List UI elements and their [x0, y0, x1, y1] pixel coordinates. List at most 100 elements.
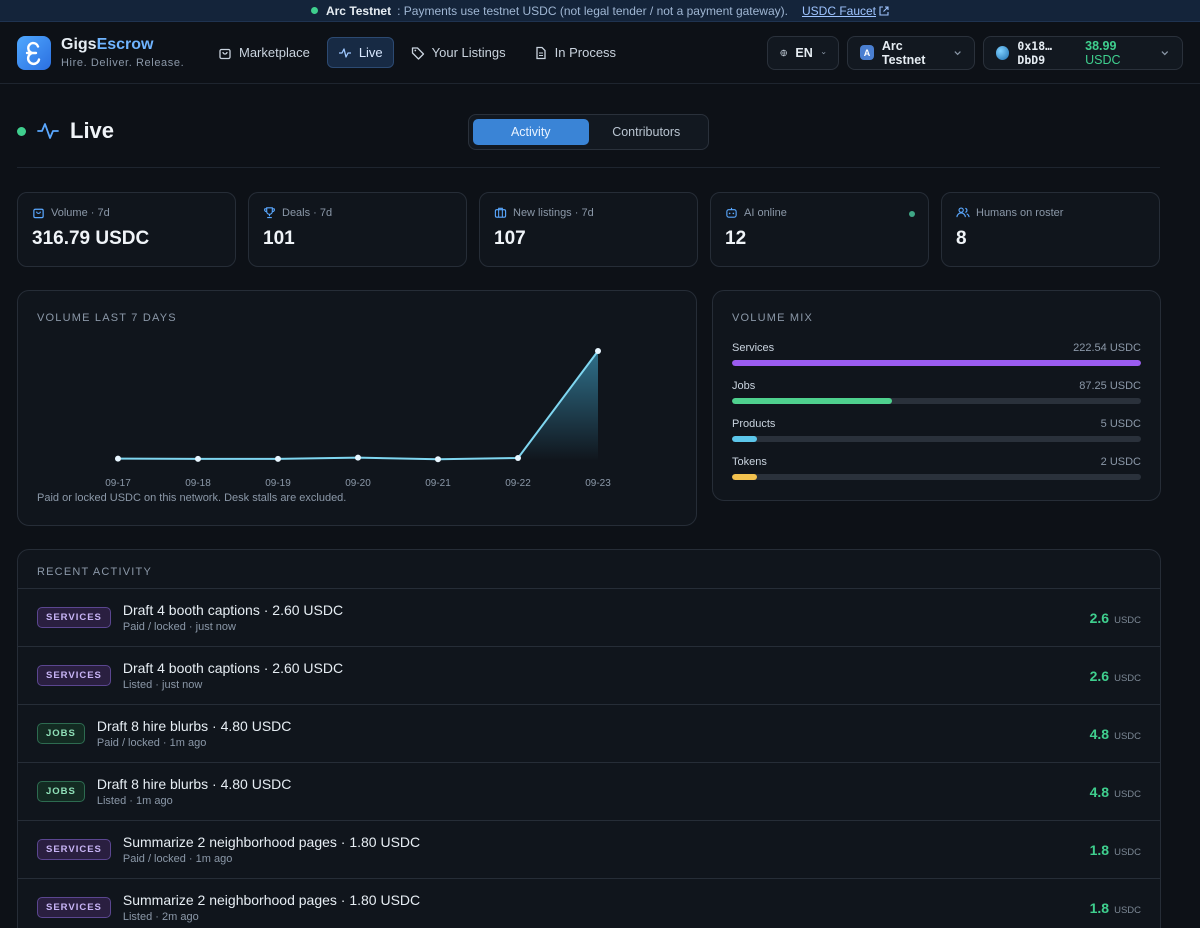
chevron-down-icon [821, 51, 826, 54]
data-point[interactable] [195, 455, 201, 462]
tab-contributors[interactable]: Contributors [612, 125, 681, 139]
mix-fill [732, 474, 757, 480]
mix-fill [732, 436, 757, 442]
status-dot [310, 7, 318, 14]
briefcase-icon [494, 207, 507, 218]
chevron-down-icon [1161, 50, 1169, 55]
data-point[interactable] [115, 455, 121, 462]
activity-row[interactable]: JOBS Draft 8 hire blurbs · 4.80 USDC Liste… [18, 763, 1160, 821]
mix-amount: 87.25 USDC [1079, 380, 1141, 392]
header-controls: EN A Arc Testnet 0x18…DbD9 38.99 USDC [767, 35, 1183, 70]
activity-row[interactable]: SERVICES Draft 4 booth captions · 2.60 US… [18, 647, 1160, 705]
stat-label: New listings · 7d [513, 206, 594, 219]
data-point[interactable] [515, 454, 521, 461]
pulse-icon [37, 123, 59, 139]
amount-value: 1.8 [1089, 899, 1110, 916]
usdc-faucet-link[interactable]: USDC Faucet [802, 4, 889, 18]
stat-value: 107 [494, 228, 526, 249]
page-header: Live Activity Contributors [17, 110, 1160, 168]
stat-value: 12 [725, 228, 747, 249]
amount-unit: USDC [1114, 614, 1141, 626]
data-point[interactable] [435, 456, 441, 463]
mix-row-services: Services 222.54 USDC [732, 342, 1141, 366]
nav-in-process[interactable]: In Process [523, 37, 627, 68]
data-point[interactable] [355, 454, 361, 461]
data-point[interactable] [275, 455, 281, 462]
category-badge: SERVICES [37, 897, 111, 918]
amount-value: 4.8 [1089, 783, 1110, 800]
online-dot [909, 211, 915, 217]
wallet-address: 0x18…DbD9 [1017, 38, 1053, 67]
activity-status: Paid / locked · 1m ago [122, 853, 233, 865]
mix-label: Jobs [732, 380, 756, 392]
mix-row-jobs: Jobs 87.25 USDC [732, 380, 1141, 404]
category-badge: JOBS [37, 723, 85, 744]
chart-title: VOLUME LAST 7 DAYS [37, 312, 177, 324]
brand-name: GigsEscrow [61, 36, 184, 54]
brand[interactable]: GigsEscrow Hire. Deliver. Release. [17, 35, 197, 70]
amount-unit: USDC [1114, 788, 1141, 800]
category-badge: SERVICES [37, 665, 111, 686]
nav-live[interactable]: Live [326, 37, 394, 68]
x-tick-label: 09-22 [505, 478, 531, 489]
globe-icon [780, 49, 787, 56]
stat-label: Humans on roster [976, 206, 1064, 219]
stat-value: 8 [956, 228, 967, 249]
activity-amount: 2.6 USDC [1090, 668, 1141, 684]
bag-icon [219, 48, 231, 59]
amount-value: 4.8 [1089, 725, 1110, 742]
wallet-balance-value: 38.99 [1085, 38, 1117, 53]
nav-your-listings[interactable]: Your Listings [400, 37, 517, 68]
network-badge: A [860, 45, 874, 60]
amount-unit: USDC [1114, 672, 1141, 684]
tag-icon [411, 46, 424, 60]
activity-row[interactable]: SERVICES Summarize 2 neighborhood pages ·… [18, 879, 1160, 928]
activity-status: Listed · 1m ago [96, 795, 173, 807]
mix-amount: 2 USDC [1100, 456, 1141, 468]
mix-fill [732, 398, 893, 404]
mix-amount: 5 USDC [1100, 418, 1141, 430]
x-tick-label: 09-21 [425, 478, 451, 489]
mix-label: Products [732, 418, 776, 430]
recent-activity-panel: RECENT ACTIVITY SERVICES Draft 4 booth ca… [17, 549, 1161, 928]
stat-ai-online: AI online 12 [710, 192, 929, 267]
tab-activity[interactable]: Activity [473, 119, 589, 145]
amount-unit: USDC [1114, 730, 1141, 742]
stat-value: 101 [263, 228, 295, 249]
category-badge: SERVICES [37, 607, 111, 628]
mix-track [732, 474, 1141, 480]
amount-value: 2.6 [1089, 667, 1110, 684]
activity-text: Draft 4 booth captions · 2.60 USDC Listed… [123, 660, 343, 691]
brand-tagline: Hire. Deliver. Release. [61, 57, 185, 69]
activity-list: SERVICES Draft 4 booth captions · 2.60 US… [18, 589, 1160, 928]
language-selector[interactable]: EN [767, 35, 839, 70]
activity-row[interactable]: SERVICES Draft 4 booth captions · 2.60 US… [18, 589, 1160, 647]
network-selector[interactable]: A Arc Testnet [847, 35, 975, 70]
stat-label: Deals · 7d [282, 206, 333, 219]
chart-note: Paid or locked USDC on this network. Des… [37, 492, 347, 504]
top-header: GigsEscrow Hire. Deliver. Release. Marke… [0, 22, 1200, 84]
activity-amount: 4.8 USDC [1090, 784, 1141, 800]
amount-value: 2.6 [1089, 609, 1110, 626]
activity-title: Summarize 2 neighborhood pages · 1.80 US… [122, 892, 421, 908]
wallet-button[interactable]: 0x18…DbD9 38.99 USDC [983, 35, 1183, 70]
mix-row-products: Products 5 USDC [732, 418, 1141, 442]
nav-marketplace[interactable]: Marketplace [207, 37, 321, 68]
activity-text: Summarize 2 neighborhood pages · 1.80 US… [123, 892, 420, 923]
stat-label: Volume · 7d [51, 206, 110, 219]
data-point[interactable] [595, 348, 601, 354]
users-icon [956, 207, 970, 218]
activity-row[interactable]: SERVICES Summarize 2 neighborhood pages ·… [18, 821, 1160, 879]
x-tick-label: 09-17 [105, 478, 131, 489]
activity-text: Draft 8 hire blurbs · 4.80 USDC Listed · … [97, 776, 292, 807]
logo-icon [17, 35, 51, 70]
mix-track [732, 360, 1141, 366]
brand-name-part: Gigs [61, 36, 97, 53]
activity-status: Listed · 2m ago [122, 911, 199, 923]
activity-row[interactable]: JOBS Draft 8 hire blurbs · 4.80 USDC Paid … [18, 705, 1160, 763]
mix-amount: 222.54 USDC [1073, 342, 1141, 354]
mix-title: VOLUME MIX [732, 312, 814, 324]
external-link-icon [879, 5, 889, 16]
amount-unit: USDC [1114, 904, 1141, 916]
mix-label: Services [732, 342, 775, 354]
